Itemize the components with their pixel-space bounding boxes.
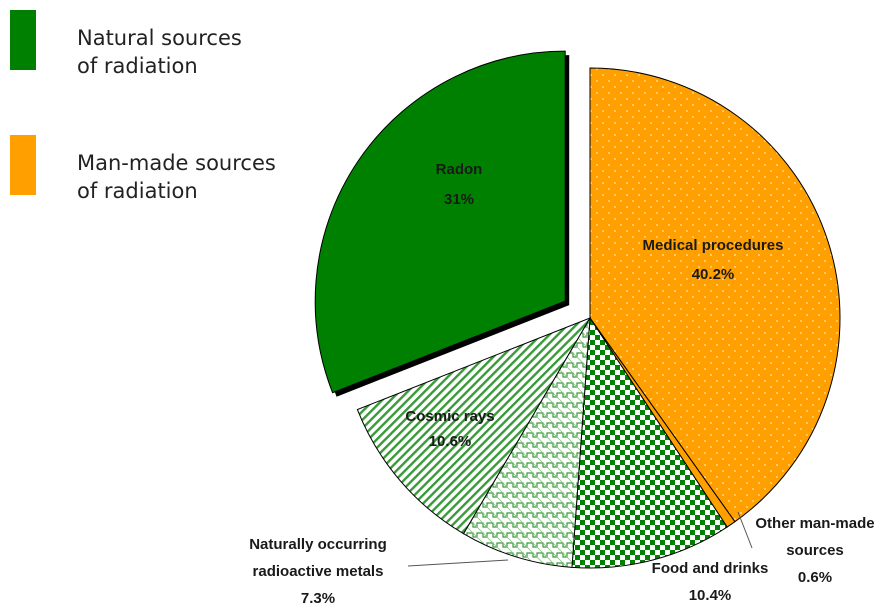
leader-line-other <box>737 511 753 549</box>
slice-label-metals-line1: Naturally occurring <box>249 536 387 553</box>
pie-slices <box>314 50 841 569</box>
slice-value-other: 0.6% <box>798 569 832 586</box>
slice-label-radon: Radon <box>436 161 483 178</box>
slice-value-medical: 40.2% <box>692 266 735 283</box>
legend-label-manmade-line2: of radiation <box>77 179 198 203</box>
legend-label-natural-line2: of radiation <box>77 54 198 78</box>
slice-label-medical: Medical procedures <box>643 237 784 254</box>
legend-swatch-natural <box>10 10 36 70</box>
pie-labels: Radon 31% Medical procedures 40.2% Cosmi… <box>249 161 874 607</box>
slice-label-cosmic: Cosmic rays <box>405 408 494 425</box>
slice-value-food: 10.4% <box>689 587 732 604</box>
slice-value-radon: 31% <box>444 191 474 208</box>
slice-medical-procedures <box>589 67 841 523</box>
legend-swatch-manmade <box>10 135 36 195</box>
legend-label-natural-line1: Natural sources <box>77 26 242 50</box>
slice-naturally-occurring-radioactive-metals <box>462 317 591 568</box>
slice-value-cosmic: 10.6% <box>429 433 472 450</box>
leader-line-metals <box>407 559 509 567</box>
slice-label-food: Food and drinks <box>652 560 769 577</box>
slice-value-metals: 7.3% <box>301 590 335 607</box>
slice-label-other-line2: sources <box>786 542 844 559</box>
legend-label-manmade-line1: Man-made sources <box>77 151 276 175</box>
slice-food-and-drinks <box>571 316 728 569</box>
legend-label-manmade: Man-made sources of radiation <box>77 149 317 205</box>
slice-cosmic-rays <box>356 317 592 535</box>
legend-label-natural: Natural sources of radiation <box>77 24 317 80</box>
slice-label-other-line1: Other man-made <box>755 515 874 532</box>
slice-label-metals-line2: radioactive metals <box>253 563 384 580</box>
slice-radon <box>314 50 566 394</box>
